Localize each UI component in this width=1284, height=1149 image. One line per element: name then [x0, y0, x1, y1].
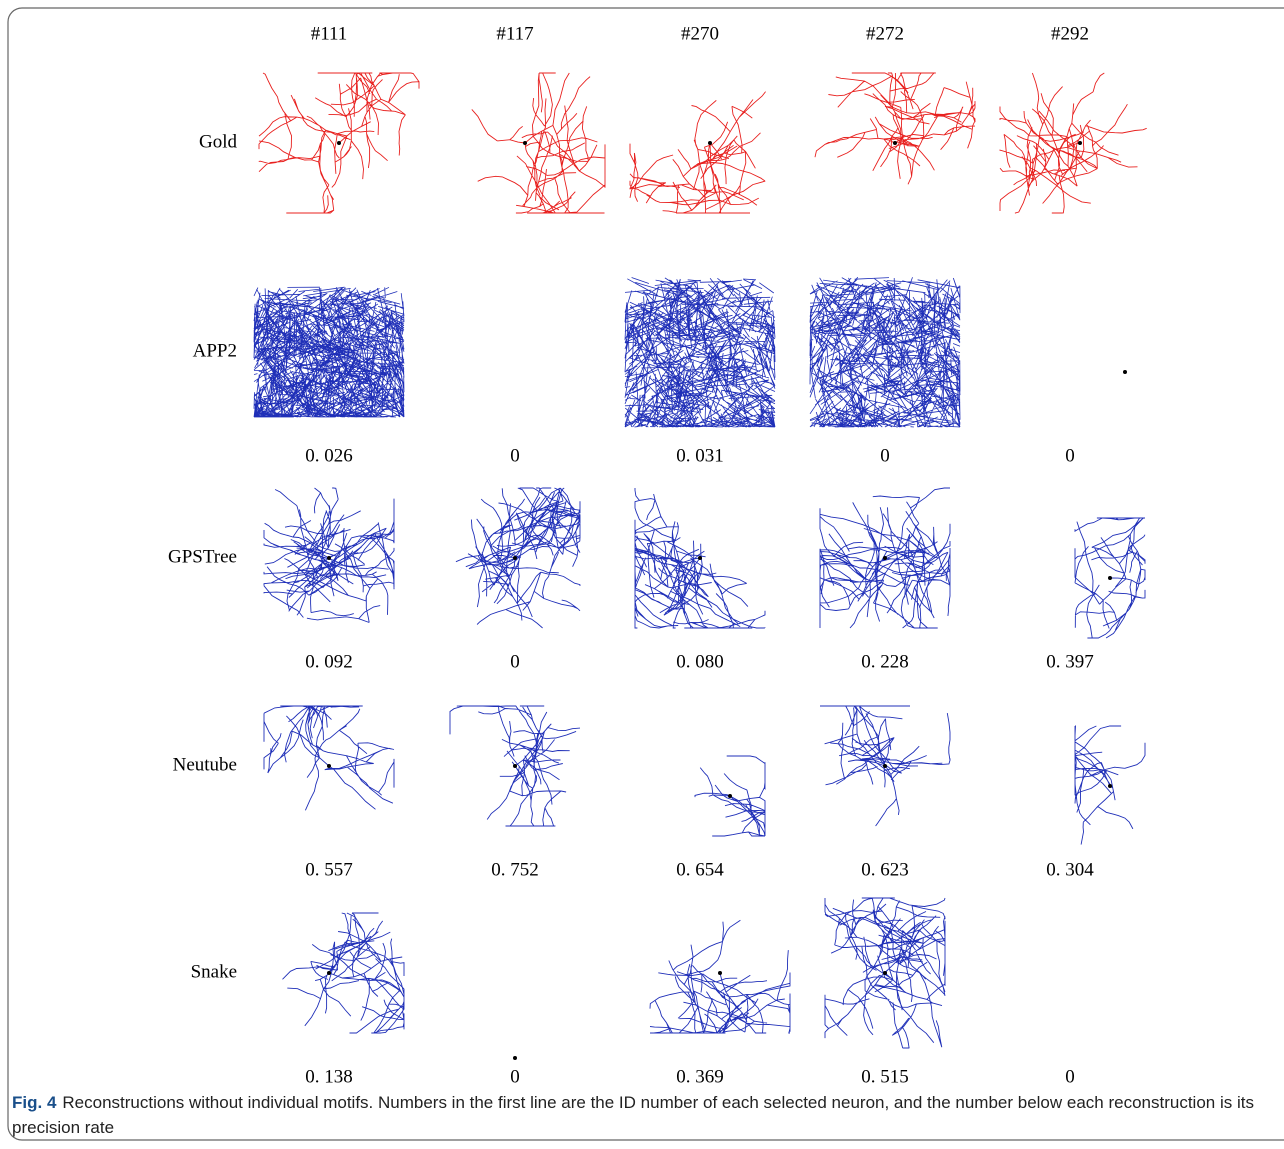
soma: [883, 764, 887, 768]
neuron-trace: [625, 278, 775, 428]
precision-score: 0: [880, 445, 890, 466]
soma: [893, 141, 897, 145]
column-header: #111: [311, 23, 348, 44]
neuron-trace: [254, 287, 404, 417]
precision-score: 0: [510, 445, 520, 466]
soma: [513, 556, 517, 560]
precision-score: 0. 092: [305, 651, 353, 672]
row-label: Gold: [199, 131, 238, 152]
row-label: GPSTree: [168, 546, 237, 567]
soma: [327, 556, 331, 560]
neuron-trace: [630, 92, 766, 213]
soma: [1078, 141, 1082, 145]
soma: [337, 141, 341, 145]
precision-score: 0. 752: [491, 859, 539, 880]
soma: [883, 971, 887, 975]
soma: [327, 764, 331, 768]
soma: [513, 1056, 517, 1060]
precision-score: 0. 228: [861, 651, 909, 672]
column-header: #292: [1051, 23, 1089, 44]
soma: [1108, 576, 1112, 580]
precision-score: 0. 080: [676, 651, 724, 672]
neuron-trace: [815, 73, 975, 184]
figure: #111 #117 #270 #272 #292 Gold APP2 0. 026 0 0. 03…: [0, 0, 1284, 1149]
column-header: #117: [496, 23, 533, 44]
column-header: #270: [681, 23, 719, 44]
precision-score: 0. 623: [861, 859, 909, 880]
row-label: APP2: [193, 340, 237, 361]
soma: [708, 141, 712, 145]
row-label: Neutube: [173, 754, 237, 775]
precision-score: 0. 557: [305, 859, 353, 880]
precision-score: 0. 304: [1046, 859, 1094, 880]
column-header: #272: [866, 23, 904, 44]
precision-score: 0. 397: [1046, 651, 1094, 672]
precision-score: 0. 654: [676, 859, 724, 880]
caption-label: Fig. 4: [12, 1093, 56, 1112]
soma: [327, 971, 331, 975]
neuron-trace: [264, 488, 394, 623]
precision-score: 0: [1065, 1066, 1075, 1087]
neuron-trace: [283, 913, 405, 1033]
neuron-trace: [810, 277, 960, 427]
precision-score: 0: [510, 651, 520, 672]
neuron-trace: [472, 73, 605, 213]
soma: [523, 141, 527, 145]
caption-text: Reconstructions without individual motif…: [12, 1093, 1254, 1137]
soma: [718, 971, 722, 975]
precision-score: 0. 026: [305, 445, 353, 466]
precision-score: 0. 369: [676, 1066, 724, 1087]
neuron-trace: [650, 920, 790, 1033]
soma: [883, 556, 887, 560]
soma: [513, 764, 517, 768]
soma: [728, 794, 732, 798]
neuron-trace: [1000, 73, 1147, 213]
precision-score: 0: [510, 1066, 520, 1087]
page: #111 #117 #270 #272 #292 Gold APP2 0. 026 0 0. 03…: [0, 0, 1284, 1149]
neuron-trace: [264, 706, 394, 810]
neuron-trace: [456, 488, 580, 628]
soma: [698, 556, 702, 560]
row-label: Snake: [191, 961, 237, 982]
soma: [1123, 370, 1127, 374]
precision-score: 0. 031: [676, 445, 724, 466]
precision-score: 0. 515: [861, 1066, 909, 1087]
soma: [1108, 784, 1112, 788]
precision-score: 0: [1065, 445, 1075, 466]
precision-score: 0. 138: [305, 1066, 353, 1087]
